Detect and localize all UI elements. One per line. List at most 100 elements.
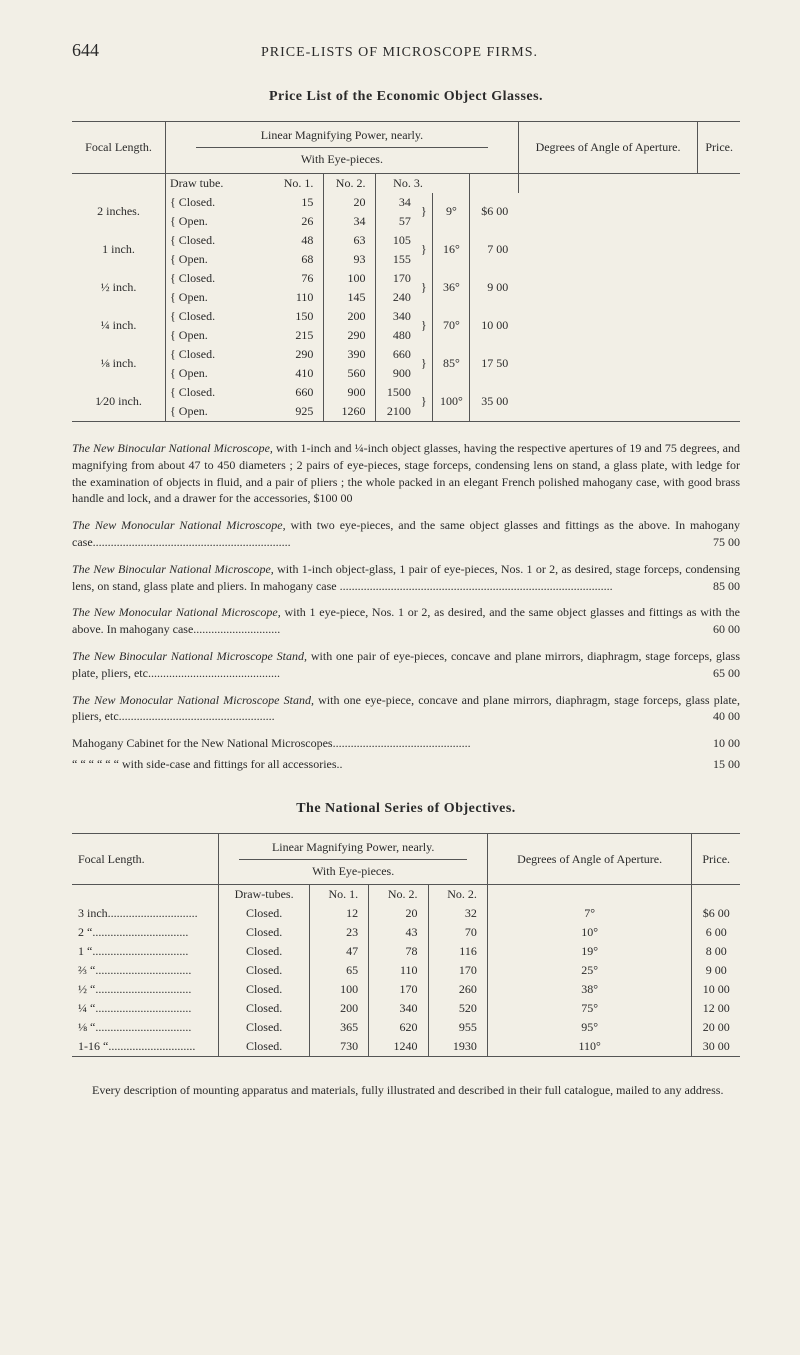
para7b: “ “ “ “ “ “ with side-case and fittings … — [72, 756, 740, 773]
t1-price: $6 00 — [470, 193, 518, 231]
t1-n2a: 100 — [324, 269, 376, 288]
t1-open: { Open. — [166, 250, 273, 269]
t2-focal: 3 inch.............................. — [72, 904, 219, 923]
table-row: { Open.263457 — [72, 212, 740, 231]
t2-n1: 200 — [309, 999, 368, 1018]
t1-head-eye: With Eye-pieces. — [196, 147, 488, 167]
t2-n1: 65 — [309, 961, 368, 980]
para2-price: 75 00 — [713, 534, 740, 551]
t2-draw: Closed. — [219, 1018, 309, 1037]
t1-deg: 9° — [433, 193, 470, 231]
table-row: ½ “................................Close… — [72, 980, 740, 999]
t1-n2a: 20 — [324, 193, 376, 212]
t1-price: 9 00 — [470, 269, 518, 307]
t2-draw: Closed. — [219, 999, 309, 1018]
t1-closed: { Closed. — [166, 345, 273, 364]
t2-draw: Closed. — [219, 980, 309, 999]
para7b-price: 15 00 — [713, 756, 740, 773]
t1-n3b: 2100 — [376, 402, 421, 422]
t2-focal: 1-16 “............................. — [72, 1037, 219, 1057]
t2-n2: 43 — [369, 923, 428, 942]
brace-icon: } — [421, 383, 433, 422]
t2-head-linear: Linear Magnifying Power, nearly. — [219, 840, 486, 855]
t2-draw: Closed. — [219, 961, 309, 980]
t1-n3a: 105 — [376, 231, 421, 250]
t1-closed: { Closed. — [166, 307, 273, 326]
t1-n2a: 900 — [324, 383, 376, 402]
table-row: { Open.92512602100 — [72, 402, 740, 422]
t1-head-no3: No. 3. — [376, 173, 433, 193]
t1-focal: ⅛ inch. — [72, 345, 166, 383]
t1-n2b: 560 — [324, 364, 376, 383]
para3-lead: The New Binocular National Microscope, — [72, 562, 274, 576]
t1-n1b: 925 — [272, 402, 324, 422]
t1-n1a: 76 — [272, 269, 324, 288]
t2-n3: 955 — [428, 1018, 487, 1037]
page-header: 644 PRICE-LISTS OF MICROSCOPE FIRMS. — [72, 40, 740, 61]
t2-n2: 1240 — [369, 1037, 428, 1057]
t2-deg: 95° — [487, 1018, 692, 1037]
t2-draw: Closed. — [219, 904, 309, 923]
para6-price: 40 00 — [713, 708, 740, 725]
t1-n3a: 660 — [376, 345, 421, 364]
t2-focal: ½ “................................ — [72, 980, 219, 999]
t1-open: { Open. — [166, 402, 273, 422]
t1-deg: 85° — [433, 345, 470, 383]
table-row: ⅛ inch.{ Closed.290390660}85°17 50 — [72, 345, 740, 364]
t2-n3: 32 — [428, 904, 487, 923]
t1-n3b: 57 — [376, 212, 421, 231]
t2-deg: 10° — [487, 923, 692, 942]
t2-draw: Closed. — [219, 923, 309, 942]
t1-n1b: 26 — [272, 212, 324, 231]
t2-price: 12 00 — [692, 999, 740, 1018]
t2-head-price: Price. — [692, 833, 740, 885]
t1-n3b: 900 — [376, 364, 421, 383]
table-row: ½ inch.{ Closed.76100170}36°9 00 — [72, 269, 740, 288]
table-row: 2 “................................Close… — [72, 923, 740, 942]
t1-focal: 1⁄20 inch. — [72, 383, 166, 422]
table-row: ¼ “................................Close… — [72, 999, 740, 1018]
para3-price: 85 00 — [713, 578, 740, 595]
t2-n2: 620 — [369, 1018, 428, 1037]
t1-n1a: 15 — [272, 193, 324, 212]
page-number: 644 — [72, 40, 99, 61]
t2-draw: Closed. — [219, 1037, 309, 1057]
table-row: { Open.6893155 — [72, 250, 740, 269]
t1-n1a: 150 — [272, 307, 324, 326]
para1-lead: The New Binocular National Microscope, — [72, 441, 273, 455]
t1-n3b: 480 — [376, 326, 421, 345]
t2-head-eye: With Eye-pieces. — [239, 859, 466, 879]
t2-deg: 75° — [487, 999, 692, 1018]
para4-price: 60 00 — [713, 621, 740, 638]
t1-open: { Open. — [166, 364, 273, 383]
t2-price: $6 00 — [692, 904, 740, 923]
t1-deg: 16° — [433, 231, 470, 269]
brace-icon: } — [421, 193, 433, 231]
para6: The New Monocular National Microscope St… — [72, 692, 740, 726]
t2-n3: 260 — [428, 980, 487, 999]
t1-price: 35 00 — [470, 383, 518, 422]
table-row: 1-16 “.............................Close… — [72, 1037, 740, 1057]
t1-n3a: 34 — [376, 193, 421, 212]
t1-head-no1: No. 1. — [272, 173, 324, 193]
t1-deg: 100° — [433, 383, 470, 422]
t2-deg: 38° — [487, 980, 692, 999]
t2-focal: ⅔ “................................ — [72, 961, 219, 980]
t2-price: 9 00 — [692, 961, 740, 980]
t2-focal: ⅛ “................................ — [72, 1018, 219, 1037]
brace-icon: } — [421, 231, 433, 269]
t2-n2: 110 — [369, 961, 428, 980]
t1-head-no2: No. 2. — [324, 173, 376, 193]
table-row: 1 inch.{ Closed.4863105}16°7 00 — [72, 231, 740, 250]
table-row: 2 inches.{ Closed.152034}9°$6 00 — [72, 193, 740, 212]
table-row: { Open.110145240 — [72, 288, 740, 307]
t2-n2: 340 — [369, 999, 428, 1018]
para7a-text: Mahogany Cabinet for the New National Mi… — [72, 736, 333, 750]
t2-focal: 1 “................................ — [72, 942, 219, 961]
t1-n2b: 93 — [324, 250, 376, 269]
t1-head-deg: Degrees of Angle of Aperture. — [518, 122, 698, 174]
t2-focal: ¼ “................................ — [72, 999, 219, 1018]
national-objectives-table: Focal Length. Linear Magnifying Power, n… — [72, 833, 740, 1058]
para6-lead: The New Monocular National Microscope St… — [72, 693, 314, 707]
t2-head-no3: No. 2. — [428, 885, 487, 905]
